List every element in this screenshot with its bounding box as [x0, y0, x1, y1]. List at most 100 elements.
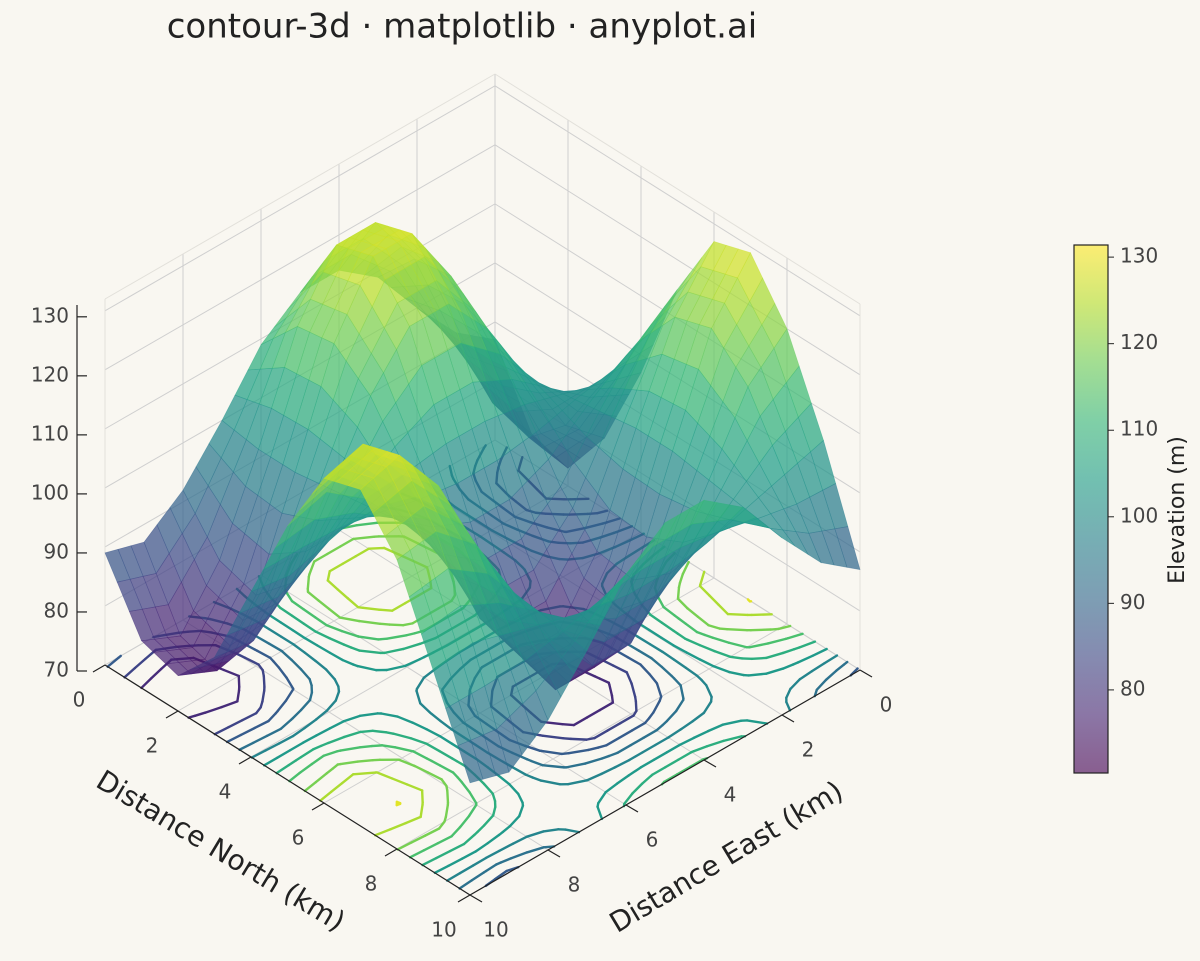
contour-line: [677, 750, 693, 761]
contour-line: [446, 789, 450, 804]
contour-line: [253, 719, 270, 730]
contour-line: [508, 783, 520, 795]
contour-line: [688, 758, 705, 769]
contour-line: [662, 605, 676, 617]
contour-line: [676, 632, 687, 640]
colorbar-tick-label: 100: [1120, 503, 1158, 527]
contour-line: [572, 716, 589, 727]
contour-line: [798, 669, 814, 681]
contour-line: [542, 828, 560, 833]
contour-line: [265, 727, 283, 737]
contour-line: [314, 659, 328, 671]
contour-line: [339, 746, 362, 752]
contour-line: [686, 638, 701, 647]
contour-line: [491, 792, 497, 803]
contour-line: [541, 734, 565, 740]
y-tick-label: 0: [73, 688, 86, 712]
axis-line: [469, 669, 861, 896]
contour-line: [677, 617, 687, 625]
contour-line: [707, 624, 721, 630]
contour-line: [319, 790, 333, 802]
colorbar-tick-label: 130: [1120, 244, 1158, 268]
contour-line: [628, 751, 644, 762]
contour-line: [470, 871, 486, 882]
contour-line: [613, 765, 617, 769]
contour-line: [525, 758, 533, 763]
contour-line: [325, 624, 344, 633]
contour-line: [379, 712, 399, 718]
contour-line: [508, 814, 521, 828]
contour-line: [598, 701, 615, 712]
contour-line: [458, 864, 475, 875]
contour-line: [419, 803, 424, 819]
contour-line: [529, 759, 544, 767]
contour-line: [692, 729, 710, 740]
contour-line: [435, 849, 452, 860]
contour-line: [561, 723, 576, 727]
contour-line: [290, 658, 303, 671]
contour-line: [789, 678, 802, 691]
contour-line: [436, 835, 453, 845]
contour-line: [781, 663, 795, 670]
contour-line: [280, 649, 293, 662]
contour-line: [606, 721, 622, 732]
contour-line: [726, 612, 749, 617]
contour-line: [583, 757, 604, 765]
contour-line: [711, 636, 731, 644]
contour-line: [287, 759, 298, 767]
contour-line: [377, 608, 394, 612]
contour-line: [358, 649, 382, 655]
contour-line: [341, 555, 357, 565]
tick-mark: [457, 894, 471, 903]
contour-line: [511, 766, 528, 776]
contour-line: [308, 691, 314, 702]
contour-line: [516, 792, 524, 804]
contour-line: [437, 820, 446, 830]
contour-line: [144, 650, 156, 661]
y-tick-label: 6: [292, 826, 305, 850]
contour-line: [284, 688, 295, 702]
contour-line: [725, 628, 749, 632]
contour-line: [367, 546, 386, 550]
grid-line: [104, 85, 496, 312]
contour-line: [374, 828, 392, 837]
contour-line: [681, 562, 689, 576]
contour-line: [562, 737, 573, 741]
tick-mark: [547, 849, 561, 858]
contour-line: [631, 782, 644, 795]
x-tick-label: 10: [483, 918, 508, 942]
contour-line: [292, 643, 306, 654]
contour-line: [430, 712, 442, 723]
contour-line: [299, 762, 314, 774]
contour-line: [402, 642, 422, 651]
contour-line: [277, 666, 288, 679]
contour-line: [222, 668, 240, 678]
contour-line: [288, 771, 301, 783]
contour-line: [652, 751, 669, 762]
contour-line: [486, 833, 501, 845]
contour-line: [444, 803, 450, 819]
contour-line: [748, 642, 770, 649]
contour-line: [642, 729, 658, 739]
y-tick-label: 4: [219, 780, 232, 804]
contour-line: [358, 744, 374, 749]
contour-line: [652, 699, 661, 714]
x-tick-label: 2: [802, 738, 815, 762]
contour-line: [315, 727, 332, 737]
grid-line: [494, 85, 861, 317]
contour-line: [484, 849, 501, 860]
contour-line: [781, 648, 796, 655]
contour-line: [639, 758, 656, 769]
contour-line: [750, 656, 768, 661]
contour-line: [674, 698, 685, 713]
contour-line: [317, 599, 331, 611]
contour-line: [320, 741, 330, 748]
contour-line: [267, 642, 284, 653]
grid-line: [396, 623, 788, 850]
contour-line: [301, 734, 318, 744]
contour-line: [408, 849, 426, 859]
contour-line: [640, 774, 653, 785]
contour-line: [328, 607, 342, 619]
contour-line: [328, 562, 344, 573]
contour-line: [380, 744, 397, 749]
